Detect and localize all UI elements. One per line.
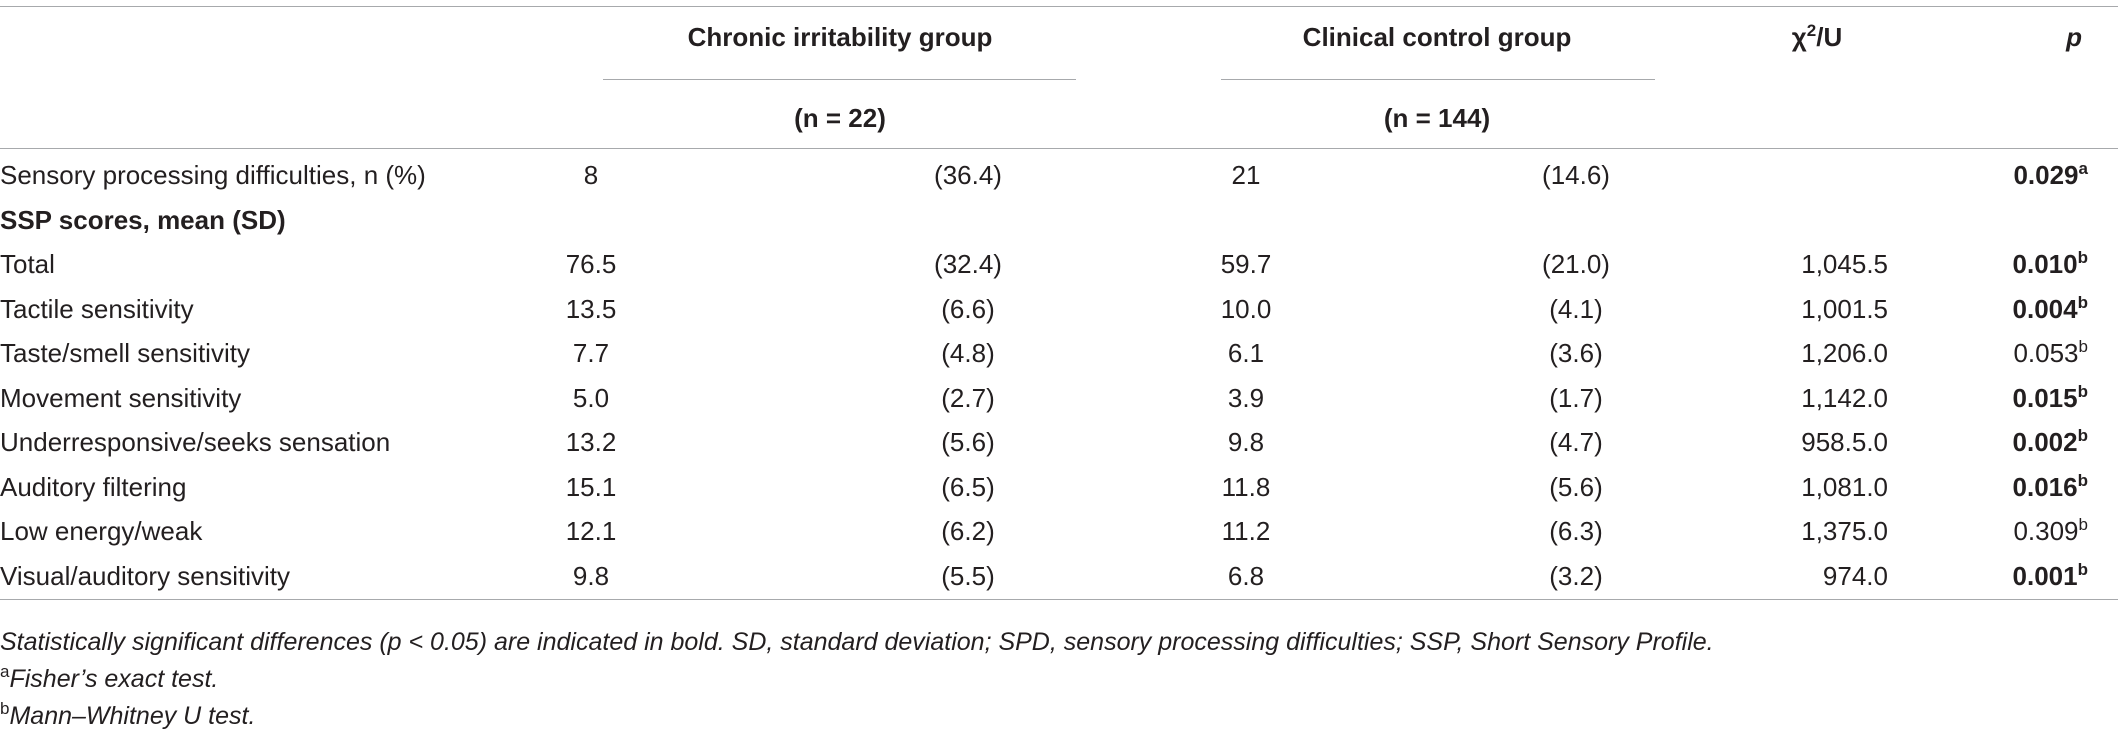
p-value: 0.015b [2012,381,2088,413]
group1-value: 9.8 [572,560,610,591]
group2-sd: (4.7) [1549,427,1603,457]
group1-sd: (4.8) [941,338,995,368]
p-value: 0.002b [2012,426,2088,457]
group1-value: 7.7 [572,338,610,368]
footnote-a: aFisher’s exact test. [0,662,219,693]
group2-underline [1221,79,1655,80]
group2-sd: (3.2) [1549,560,1603,591]
group2-sd: (4.1) [1549,293,1603,324]
group1-value: 13.5 [565,293,617,324]
row-label: SSP scores, mean (SD) [0,204,286,235]
group2-sd: (5.6) [1549,471,1603,502]
group2-n: (n = 144) [1383,103,1491,133]
p-value: 0.309b [2013,515,2088,546]
top-rule [0,6,2118,7]
group1-sd: (5.6) [941,427,995,457]
group1-sd: (6.6) [941,293,995,324]
group2-value: 9.8 [1227,427,1265,457]
stat-column-header: χ2/U [1791,21,1843,52]
stat-value: 974.0 [1822,560,1888,591]
group1-sd: (6.2) [941,516,995,546]
p-value: 0.004b [2012,292,2088,324]
row-label: Low energy/weak [0,516,203,546]
stat-value: 1,375.0 [1801,516,1888,546]
stat-value: 1,081.0 [1801,471,1888,502]
group2-value: 59.7 [1220,249,1272,279]
group2-title: Clinical control group [1302,22,1572,52]
stat-value: 1,045.5 [1801,249,1888,279]
group1-sd: (5.5) [941,560,995,591]
stat-value: 1,001.5 [1801,293,1888,324]
group2-value: 21 [1231,160,1261,190]
row-label: Auditory filtering [0,471,187,502]
group2-sd: (6.3) [1549,516,1603,546]
group2-value: 10.0 [1220,293,1272,324]
p-value: 0.053b [2013,337,2088,368]
footnote-note: Statistically significant differences (p… [0,628,1714,656]
p-value: 0.016b [2012,470,2088,502]
group2-value: 6.8 [1227,560,1265,591]
group1-value: 76.5 [565,249,617,279]
row-label: Underresponsive/seeks sensation [0,427,391,457]
group1-sd: (32.4) [934,249,1002,279]
group1-value: 15.1 [565,471,617,502]
row-label: Taste/smell sensitivity [0,338,250,368]
group2-value: 11.2 [1221,516,1271,546]
group1-sd: (36.4) [934,160,1002,190]
group1-sd: (2.7) [941,382,995,413]
row-label: Visual/auditory sensitivity [0,560,290,591]
stat-value: 958.5.0 [1801,427,1888,457]
group1-sd: (6.5) [941,471,995,502]
header-bottom-rule [0,148,2118,149]
group1-n: (n = 22) [794,103,886,133]
stat-value: 1,206.0 [1801,338,1888,368]
group1-title: Chronic irritability group [687,22,993,52]
group1-underline [603,79,1076,80]
group1-value: 13.2 [565,427,617,457]
table-bottom-rule [0,599,2118,600]
group2-value: 6.1 [1227,338,1265,368]
row-label: Tactile sensitivity [0,293,194,324]
group2-value: 11.8 [1221,471,1271,502]
group2-sd: (1.7) [1549,382,1603,413]
group1-value: 12.1 [565,516,617,546]
p-value: 0.001b [2012,559,2088,591]
group2-sd: (3.6) [1549,338,1603,368]
row-label: Sensory processing difficulties, n (%) [0,160,426,190]
row-label: Total [0,249,55,279]
p-value: 0.010b [2012,248,2088,279]
p-value: 0.029a [2013,159,2088,190]
stat-value: 1,142.0 [1801,382,1888,413]
row-label: Movement sensitivity [0,382,242,413]
footnote-b: bMann–Whitney U test. [0,699,256,730]
group2-sd: (21.0) [1542,249,1610,279]
group1-value: 5.0 [572,382,610,413]
group2-value: 3.9 [1227,382,1265,413]
group1-value: 8 [583,160,599,190]
p-column-header: p [2066,22,2082,52]
group2-sd: (14.6) [1542,160,1610,190]
